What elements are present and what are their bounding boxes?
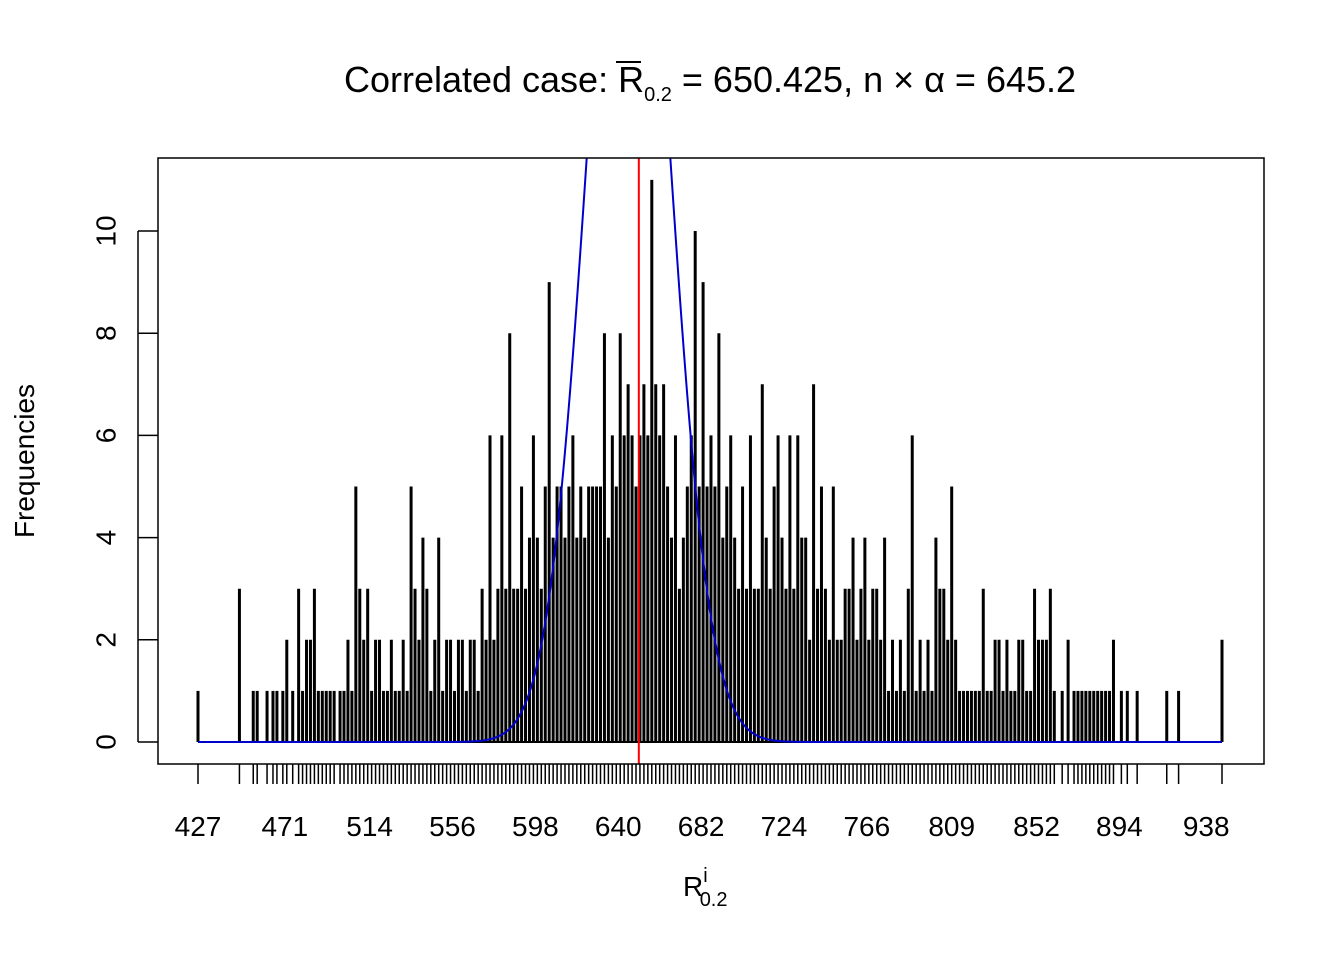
- x-axis: 427 471 514 556 598 640 682 724 766 809 852 894 938: [175, 811, 1230, 842]
- x-tick-label: 471: [261, 811, 308, 842]
- y-tick-label: 10: [90, 215, 121, 246]
- y-tick-label: 6: [90, 428, 121, 444]
- normal-curve: [198, 158, 1222, 743]
- x-tick-label: 427: [175, 811, 222, 842]
- x-tick-label: 724: [761, 811, 808, 842]
- x-tick-label: 852: [1013, 811, 1060, 842]
- chart-title-prefix: Correlated case:: [344, 59, 618, 100]
- x-axis-title-superscript: i: [703, 865, 707, 887]
- x-tick-label: 766: [843, 811, 890, 842]
- x-axis-rug: [197, 764, 1223, 784]
- y-tick-label: 0: [90, 734, 121, 750]
- x-tick-label: 894: [1096, 811, 1143, 842]
- y-tick-label: 8: [90, 325, 121, 341]
- y-axis-title: Frequencies: [9, 384, 40, 538]
- x-axis-title-base: R: [683, 871, 703, 902]
- x-tick-label: 556: [429, 811, 476, 842]
- x-tick-label: 682: [678, 811, 725, 842]
- chart-title: Correlated case: R0.2 = 650.425, n × α =…: [344, 59, 1076, 106]
- y-axis: 0 2 4 6 8 10: [90, 215, 158, 750]
- x-tick-label: 938: [1183, 811, 1230, 842]
- chart-title-symbol: R: [618, 59, 644, 100]
- x-axis-title-subscript: 0.2: [700, 889, 728, 911]
- chart-title-subscript: 0.2: [644, 84, 672, 106]
- x-axis-title: Ri 0.2: [683, 865, 728, 911]
- x-tick-label: 514: [346, 811, 393, 842]
- x-tick-label: 598: [512, 811, 559, 842]
- x-tick-label: 640: [595, 811, 642, 842]
- x-tick-label: 809: [928, 811, 975, 842]
- chart-title-value: = 650.425, n × α = 645.2: [672, 59, 1076, 100]
- plot-area: [196, 158, 1224, 764]
- y-tick-label: 2: [90, 632, 121, 648]
- y-tick-label: 4: [90, 530, 121, 546]
